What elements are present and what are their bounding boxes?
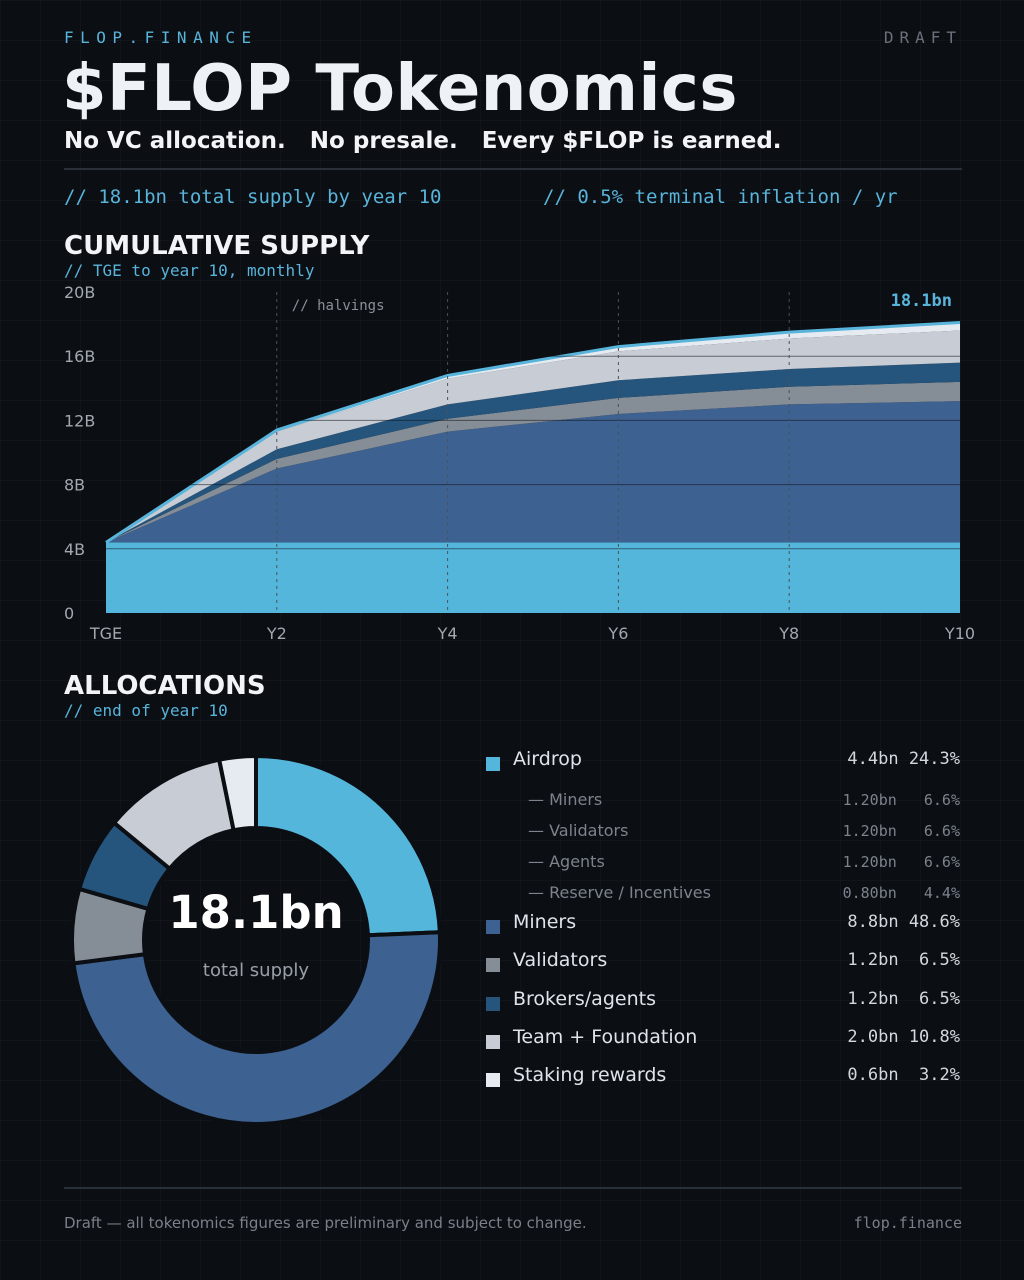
legend-sub-label: — Agents (528, 852, 605, 871)
x-tick-label: Y4 (437, 624, 458, 643)
x-tick-labels: TGE Y2 Y4 Y6 Y8 Y10 (89, 624, 975, 643)
donut-slice-airdrop (254, 753, 442, 938)
legend-subitem-reserve: — Reserve / Incentives 0.80bn 4.4% (528, 883, 962, 905)
allocations-section-subtitle: // end of year 10 (64, 701, 228, 720)
total-supply-line (105, 320, 961, 544)
legend-value: 2.0bn 10.8% (847, 1027, 960, 1047)
y-tick-label: 12B (64, 411, 95, 430)
legend-swatch (486, 958, 500, 972)
supply-section-title: CUMULATIVE SUPPLY (64, 231, 370, 261)
donut-center-value: 18.1bn (168, 886, 343, 939)
total-supply-end-label: 18.1bn (891, 291, 952, 311)
area-airdrop (106, 542, 960, 613)
area-brokers (106, 362, 960, 543)
cumulative-supply-chart: 0 4B 8B 12B 16B 20B TGE Y2 Y4 Y6 Y8 Y10 // halving… (64, 283, 975, 643)
legend-value: 1.2bn 6.5% (847, 950, 960, 970)
page-title: $FLOP Tokenomics (62, 52, 738, 126)
footer-divider (64, 1187, 962, 1189)
donut-slice-miners (71, 930, 442, 1126)
area-team (106, 330, 960, 543)
draft-badge: DRAFT (883, 28, 962, 47)
legend-item-validators: Validators 1.2bn 6.5% (486, 949, 962, 977)
legend-swatch (486, 920, 500, 934)
inflation-note: // 0.5% terminal inflation / yr (543, 186, 898, 208)
header-divider (64, 168, 962, 170)
legend-label: Miners (513, 911, 577, 933)
y-tick-label: 4B (64, 540, 85, 559)
legend-label: Airdrop (513, 748, 582, 770)
x-tick-label: Y8 (778, 624, 799, 643)
allocations-section-title: ALLOCATIONS (64, 671, 266, 701)
legend-item-brokers: Brokers/agents 1.2bn 6.5% (486, 988, 962, 1016)
legend-label: Staking rewards (513, 1064, 667, 1086)
legend-label: Brokers/agents (513, 988, 656, 1010)
legend-subitem-validators: — Validators 1.20bn 6.6% (528, 821, 962, 843)
legend-subitem-agents: — Agents 1.20bn 6.6% (528, 852, 962, 874)
footer-disclaimer: Draft — all tokenomics figures are preli… (64, 1214, 587, 1232)
legend-item-staking: Staking rewards 0.6bn 3.2% (486, 1064, 962, 1092)
legend-item-miners: Miners 8.8bn 48.6% (486, 911, 962, 939)
legend-label: Validators (513, 949, 608, 971)
legend-sub-value: 1.20bn 6.6% (842, 822, 960, 840)
legend-sub-label: — Validators (528, 821, 629, 840)
legend-label: Team + Foundation (513, 1026, 698, 1048)
legend-item-airdrop: Airdrop 4.4bn 24.3% (486, 748, 962, 776)
legend-swatch (486, 757, 500, 771)
page-subtitle: No VC allocation. No presale. Every $FLO… (64, 128, 782, 154)
legend-swatch (486, 1035, 500, 1049)
donut-slices (70, 753, 442, 1126)
legend-subitem-miners: — Miners 1.20bn 6.6% (528, 790, 962, 812)
legend-item-team: Team + Foundation 2.0bn 10.8% (486, 1026, 962, 1054)
x-tick-label: Y6 (607, 624, 628, 643)
y-tick-label: 0 (64, 604, 74, 623)
y-gridlines (106, 355, 960, 550)
brand-label: FLOP.FINANCE (64, 28, 258, 47)
legend-sub-label: — Miners (528, 790, 603, 809)
area-layers (105, 320, 961, 613)
legend-value: 4.4bn 24.3% (847, 749, 960, 769)
legend-value: 1.2bn 6.5% (847, 989, 960, 1009)
legend-swatch (486, 997, 500, 1011)
y-tick-label: 8B (64, 476, 85, 495)
y-tick-label: 20B (64, 283, 95, 302)
x-tick-label: Y10 (944, 624, 975, 643)
legend-value: 8.8bn 48.6% (847, 912, 960, 932)
donut-center-label: total supply (203, 960, 310, 981)
donut-slice-staking (216, 753, 258, 833)
area-miners (106, 401, 960, 543)
y-tick-label: 16B (64, 347, 95, 366)
x-tick-label: Y2 (266, 624, 287, 643)
legend-sub-value: 1.20bn 6.6% (842, 791, 960, 809)
halving-annotation: // halvings (292, 298, 385, 314)
legend-sub-value: 1.20bn 6.6% (842, 853, 960, 871)
legend-swatch (486, 1073, 500, 1087)
halving-lines (276, 292, 790, 613)
x-tick-label: TGE (89, 624, 122, 643)
legend-value: 0.6bn 3.2% (847, 1065, 960, 1085)
allocations-donut-chart: 18.1bn total supply (70, 753, 442, 1126)
legend-sub-label: — Reserve / Incentives (528, 883, 711, 902)
y-tick-labels: 0 4B 8B 12B 16B 20B (64, 283, 95, 623)
supply-note: // 18.1bn total supply by year 10 (64, 186, 442, 208)
legend-sub-value: 0.80bn 4.4% (842, 884, 960, 902)
footer-site-link[interactable]: flop.finance (853, 1214, 962, 1232)
supply-section-subtitle: // TGE to year 10, monthly (64, 261, 315, 280)
